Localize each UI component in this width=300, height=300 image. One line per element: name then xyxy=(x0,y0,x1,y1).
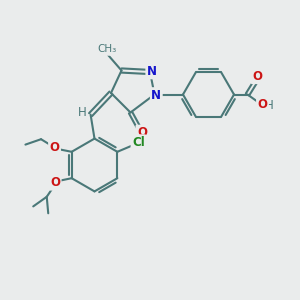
Text: O: O xyxy=(50,141,59,154)
Text: O: O xyxy=(257,98,268,112)
Text: O: O xyxy=(50,176,60,189)
Text: N: N xyxy=(151,88,161,102)
Text: O: O xyxy=(137,126,147,139)
Text: H: H xyxy=(78,106,87,119)
Text: N: N xyxy=(147,65,157,78)
Text: H: H xyxy=(265,99,274,112)
Text: O: O xyxy=(252,70,262,83)
Text: Cl: Cl xyxy=(132,136,145,149)
Text: CH₃: CH₃ xyxy=(97,44,116,55)
